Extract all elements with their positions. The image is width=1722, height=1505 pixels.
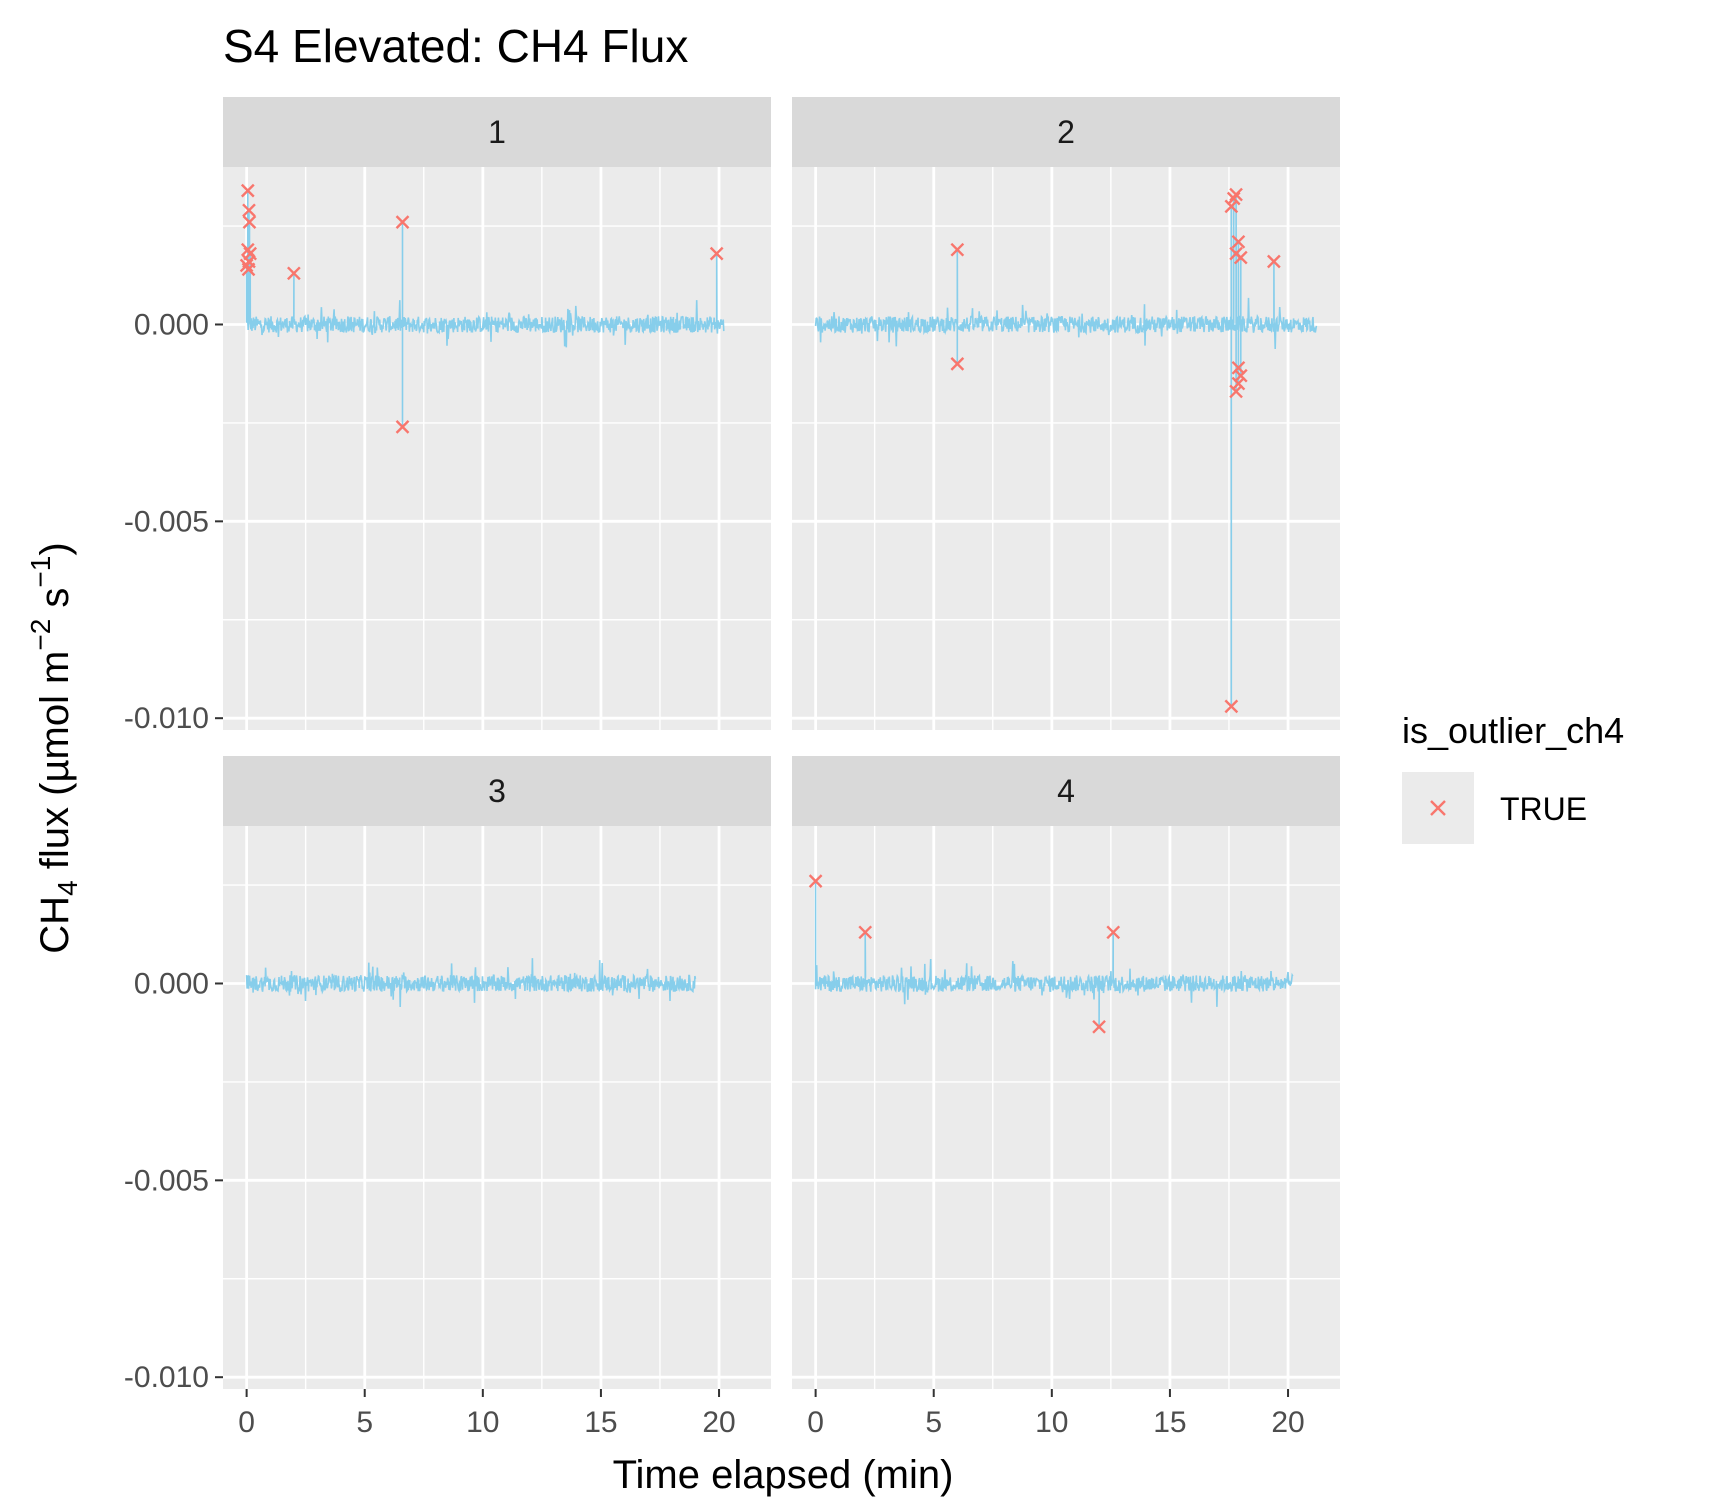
x-axis-title: Time elapsed (min): [613, 1453, 954, 1497]
facet-panel-2: 2: [792, 97, 1340, 730]
facet-strip-label: 4: [1057, 773, 1075, 809]
facet-strip-1: [223, 97, 771, 167]
outlier-point: [239, 258, 254, 273]
panel-background: [792, 167, 1340, 730]
outlier-point: [709, 246, 724, 261]
y-axis-title-prefix: CH: [33, 896, 77, 954]
panel-background: [223, 826, 771, 1389]
y-tick-label: -0.010: [124, 702, 209, 735]
facet-panel-4: 4: [792, 756, 1340, 1389]
outlier-point: [240, 183, 255, 198]
x-axis-ticks: 0 5 10 15 20 0 5 10 15 20: [238, 1389, 1305, 1439]
outlier-point: [395, 215, 410, 229]
chart-title: S4 Elevated: CH4 Flux: [223, 20, 688, 72]
x-tick-label: 20: [1271, 1406, 1304, 1439]
y-axis-title-sup2: −1: [25, 556, 56, 588]
outlier-point: [1224, 699, 1239, 714]
facet-strip-label: 3: [488, 773, 506, 809]
outlier-point: [1229, 384, 1243, 399]
x-tick-label: 0: [807, 1406, 824, 1439]
outlier-point: [1233, 250, 1248, 265]
facet-strip-3: [223, 756, 771, 826]
outlier-point: [1106, 925, 1121, 940]
y-tick-label: -0.005: [124, 1164, 209, 1197]
outlier-point: [242, 215, 257, 229]
facet-strip-label: 2: [1057, 114, 1075, 150]
outlier-point: [808, 874, 823, 888]
x-tick-label: 10: [466, 1406, 499, 1439]
outlier-point: [1267, 254, 1281, 269]
facet-panel-3: 3: [223, 756, 771, 1389]
y-axis-title-sup1: −2: [25, 619, 56, 651]
outlier-point: [1231, 360, 1246, 375]
outlier-point: [1092, 1019, 1106, 1034]
x-tick-label: 5: [925, 1406, 942, 1439]
outlier-point: [1224, 199, 1239, 214]
x-tick-label: 0: [238, 1406, 255, 1439]
outlier-point: [950, 242, 965, 257]
series-line-ch4-flux: [245, 958, 697, 1008]
outlier-point: [242, 203, 256, 218]
outlier-point: [287, 266, 301, 281]
panel-background: [792, 826, 1340, 1389]
legend-title: is_outlier_ch4: [1402, 710, 1624, 751]
y-axis-title-sub: 4: [52, 880, 83, 896]
facet-panels: 1 2 3 4: [223, 97, 1340, 1389]
series-line-ch4-flux: [245, 190, 725, 427]
x-tick-label: 15: [584, 1406, 617, 1439]
facet-strip-4: [792, 756, 1340, 826]
outlier-point: [1231, 376, 1246, 391]
y-axis-title: CH4 flux (µmol m−2 s−1): [25, 542, 83, 953]
y-tick-label: -0.005: [124, 505, 209, 538]
y-tick-label: 0.000: [134, 308, 209, 341]
outlier-point: [241, 262, 256, 277]
x-tick-label: 10: [1035, 1406, 1068, 1439]
series-line-ch4-flux: [814, 194, 1318, 707]
legend-key-marker: [1430, 800, 1446, 816]
x-tick-label: 15: [1153, 1406, 1186, 1439]
y-axis-title-suffix: ): [33, 542, 77, 555]
y-axis-ticks: 0.000 -0.005 -0.010 0.000 -0.005 -0.010: [124, 308, 223, 1394]
outlier-point: [858, 925, 873, 940]
y-axis-title-mid: flux (µmol m: [33, 651, 77, 881]
outlier-point: [395, 419, 410, 434]
facet-panel-1: 1: [223, 97, 771, 730]
x-tick-label: 5: [356, 1406, 373, 1439]
panel-background: [223, 167, 771, 730]
legend: is_outlier_ch4 TRUE: [1402, 710, 1624, 844]
facet-strip-label: 1: [488, 114, 506, 150]
panel-grid: [792, 826, 1340, 1389]
y-tick-label: -0.010: [124, 1361, 209, 1394]
legend-label-true: TRUE: [1500, 791, 1587, 827]
series-line-ch4-flux: [814, 881, 1294, 1027]
outlier-point: [1233, 368, 1248, 383]
y-axis-title-mid2: s: [33, 588, 77, 619]
outlier-point: [1229, 187, 1243, 202]
x-tick-label: 20: [702, 1406, 735, 1439]
outlier-point: [1231, 234, 1246, 249]
outlier-point: [950, 357, 965, 371]
facet-strip-2: [792, 97, 1340, 167]
y-tick-label: 0.000: [134, 967, 209, 1000]
